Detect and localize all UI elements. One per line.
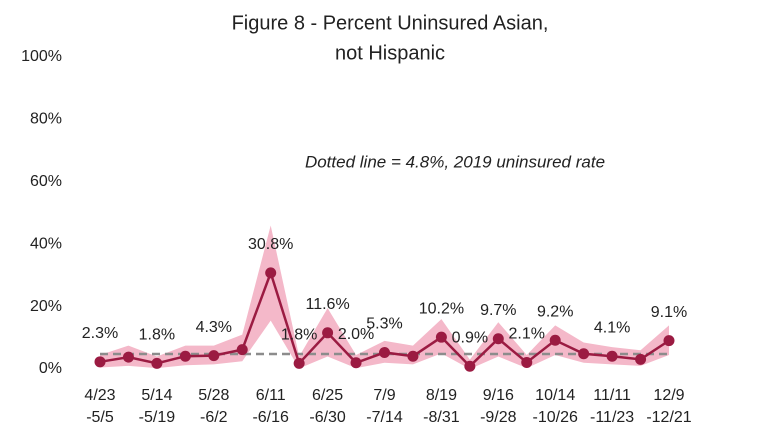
data-label: 1.8% bbox=[281, 327, 317, 344]
x-tick-label: -10/26 bbox=[533, 409, 578, 426]
y-tick-label: 0% bbox=[39, 360, 62, 377]
chart-title: Figure 8 - Percent Uninsured Asian, bbox=[232, 12, 549, 34]
data-label: 9.7% bbox=[480, 302, 516, 319]
x-tick-label: -11/23 bbox=[590, 409, 634, 426]
x-tick-label: 10/14 bbox=[535, 387, 575, 404]
x-tick-label: 5/14 bbox=[141, 387, 172, 404]
x-tick-label: 8/19 bbox=[426, 387, 457, 404]
data-point bbox=[379, 346, 390, 358]
data-point bbox=[635, 353, 647, 365]
data-point bbox=[521, 356, 533, 368]
data-point bbox=[492, 333, 504, 345]
y-tick-label: 40% bbox=[30, 235, 62, 252]
data-point bbox=[407, 350, 419, 362]
x-tick-label: 11/11 bbox=[593, 387, 631, 404]
x-tick-label: -6/30 bbox=[309, 409, 346, 426]
data-label: 9.1% bbox=[651, 304, 687, 321]
chart-title: not Hispanic bbox=[335, 42, 445, 64]
data-point bbox=[151, 357, 163, 369]
x-tick-label: -5/5 bbox=[86, 409, 114, 426]
data-label: 30.8% bbox=[248, 236, 293, 253]
x-tick-label: -8/31 bbox=[423, 409, 460, 426]
data-point bbox=[464, 360, 476, 372]
data-label: 2.3% bbox=[82, 325, 118, 342]
data-point bbox=[350, 357, 362, 369]
data-label: 4.3% bbox=[196, 319, 232, 336]
data-point bbox=[549, 334, 561, 346]
data-point bbox=[578, 348, 590, 360]
x-tick-label: 6/25 bbox=[312, 387, 343, 404]
x-tick-label: 5/28 bbox=[198, 387, 229, 404]
y-tick-label: 100% bbox=[21, 48, 62, 65]
data-label: 1.8% bbox=[139, 327, 175, 344]
data-point bbox=[236, 344, 248, 356]
x-tick-label: -9/28 bbox=[480, 409, 517, 426]
x-tick-label: -5/19 bbox=[139, 409, 176, 426]
data-label: 0.9% bbox=[452, 329, 488, 346]
data-label: 5.3% bbox=[366, 316, 402, 333]
x-tick-label: -7/14 bbox=[366, 409, 403, 426]
data-point bbox=[122, 351, 134, 363]
x-tick-label: -6/2 bbox=[200, 409, 228, 426]
data-point bbox=[179, 350, 191, 362]
data-label: 11.6% bbox=[306, 296, 350, 313]
annotation: Dotted line = 4.8%, 2019 uninsured rate bbox=[305, 152, 605, 171]
data-point bbox=[94, 356, 106, 368]
y-tick-label: 60% bbox=[30, 173, 62, 190]
data-label: 9.2% bbox=[537, 304, 573, 321]
data-label: 2.1% bbox=[509, 326, 545, 343]
data-point bbox=[663, 335, 675, 347]
x-tick-label: -6/16 bbox=[252, 409, 289, 426]
x-tick-label: 4/23 bbox=[84, 387, 115, 404]
y-tick-label: 20% bbox=[30, 298, 62, 315]
x-tick-label: 12/9 bbox=[653, 387, 684, 404]
x-tick-label: 7/9 bbox=[373, 387, 395, 404]
y-tick-label: 80% bbox=[30, 111, 62, 128]
data-point bbox=[435, 331, 447, 343]
data-point bbox=[606, 350, 618, 362]
x-tick-label: -12/21 bbox=[646, 409, 691, 426]
data-label: 4.1% bbox=[594, 319, 630, 336]
data-label: 10.2% bbox=[419, 300, 464, 317]
x-tick-label: 6/11 bbox=[256, 387, 286, 404]
data-label: 2.0% bbox=[338, 326, 374, 343]
data-point bbox=[265, 267, 277, 279]
x-tick-label: 9/16 bbox=[483, 387, 514, 404]
data-point bbox=[322, 327, 334, 339]
data-point bbox=[293, 357, 305, 369]
data-point bbox=[208, 350, 220, 362]
